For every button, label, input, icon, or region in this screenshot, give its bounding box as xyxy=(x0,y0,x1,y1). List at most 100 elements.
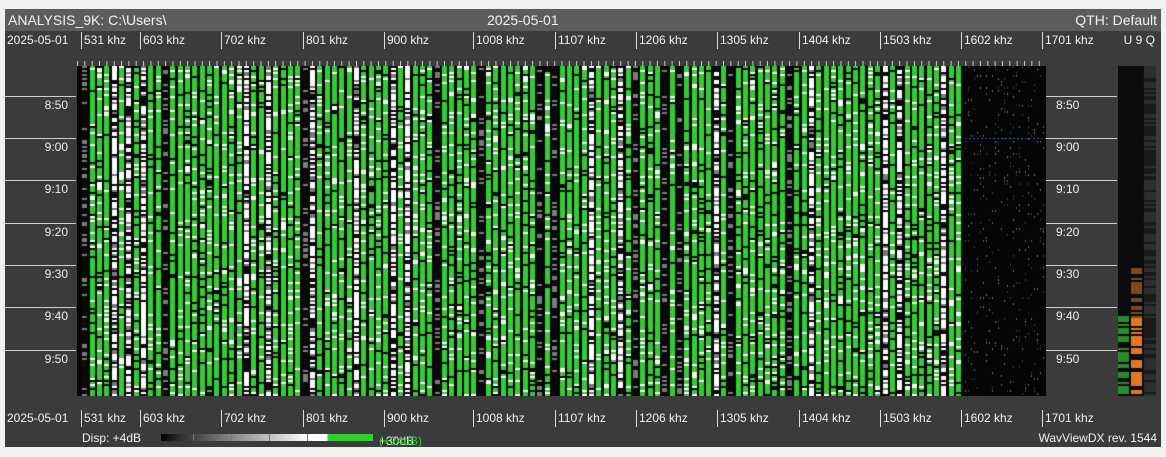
date-title: 2025-05-01 xyxy=(487,12,559,28)
channel-tick xyxy=(165,61,167,67)
time-label-950-right: 9:50 xyxy=(1056,352,1080,366)
freq-label-1602-bottom: 1602 khz xyxy=(964,411,1013,425)
freq-label-1602: 1602 khz xyxy=(964,33,1013,47)
channel-tick xyxy=(488,61,490,67)
channel-tick xyxy=(671,61,673,67)
channel-tick xyxy=(282,61,284,67)
channel-tick xyxy=(789,61,791,67)
time-label-910: 9:10 xyxy=(44,182,68,196)
channel-tick xyxy=(803,61,805,67)
time-label-850-right: 8:50 xyxy=(1056,98,1080,112)
channel-tick xyxy=(1009,61,1011,67)
time-label-910-right: 9:10 xyxy=(1056,182,1080,196)
time-axis-left: 8:50 9:00 9:10 9:20 9:30 9:40 9:50 xyxy=(5,66,76,396)
channel-tick xyxy=(436,61,438,67)
channel-tick xyxy=(620,61,622,67)
channel-tick xyxy=(693,61,695,67)
color-scale-bar[interactable] xyxy=(161,434,373,441)
freq-label-1404: 1404 khz xyxy=(802,33,851,47)
channel-tick xyxy=(172,61,174,67)
signal-meter xyxy=(1118,66,1156,396)
channel-tick xyxy=(554,61,556,67)
channel-tick xyxy=(576,61,578,67)
channel-tick xyxy=(429,61,431,67)
channel-tick xyxy=(451,61,453,67)
channel-tick xyxy=(906,61,908,67)
freq-label-1404-bottom: 1404 khz xyxy=(802,411,851,425)
channel-tick xyxy=(686,61,688,67)
channel-tick xyxy=(642,61,644,67)
channel-tick xyxy=(987,61,989,67)
channel-tick xyxy=(539,61,541,67)
channel-tick xyxy=(869,61,871,67)
channel-tick xyxy=(209,61,211,67)
frequency-axis-top: 2025-05-01 531 khz 603 khz 702 khz 801 k… xyxy=(5,32,1161,49)
freq-label-1107: 1107 khz xyxy=(558,33,606,47)
channel-ticks xyxy=(77,61,1040,67)
channel-tick xyxy=(723,61,724,67)
channel-tick xyxy=(495,61,497,67)
channel-tick xyxy=(877,61,879,67)
channel-tick xyxy=(253,61,255,67)
channel-tick xyxy=(1002,61,1003,67)
channel-tick xyxy=(752,61,754,67)
freq-label-1701-bottom: 1701 khz xyxy=(1045,411,1094,425)
range-green: (+24dB) xyxy=(379,434,423,448)
wavview-window: ANALYSIS_9K: C:\Users\ 2025-05-01 QTH: D… xyxy=(5,9,1161,448)
channel-tick xyxy=(385,61,387,67)
channel-tick xyxy=(128,61,130,67)
spectrogram-waterfall[interactable] xyxy=(77,66,1046,396)
freq-label-1008-bottom: 1008 khz xyxy=(476,411,525,425)
channel-tick xyxy=(275,61,277,67)
channel-tick xyxy=(825,61,827,67)
channel-tick xyxy=(656,61,658,67)
freq-label-1701: 1701 khz xyxy=(1045,33,1094,47)
channel-tick xyxy=(113,61,115,67)
channel-tick xyxy=(979,61,981,67)
channel-tick xyxy=(1016,61,1018,67)
channel-tick xyxy=(245,61,247,67)
freq-label-531: 531 khz xyxy=(84,33,127,47)
channel-tick xyxy=(444,61,445,67)
channel-tick xyxy=(223,61,225,67)
channel-tick xyxy=(143,61,145,67)
channel-tick xyxy=(950,61,952,67)
channel-tick xyxy=(957,61,959,67)
freq-label-801: 801 khz xyxy=(306,33,349,47)
channel-tick xyxy=(150,61,152,67)
channel-tick xyxy=(341,61,343,67)
channel-tick xyxy=(333,61,335,67)
channel-tick xyxy=(737,61,739,67)
channel-tick xyxy=(568,61,570,67)
channel-tick xyxy=(304,61,306,67)
time-label-950: 9:50 xyxy=(44,352,68,366)
time-label-850: 8:50 xyxy=(44,98,68,112)
freq-label-702: 702 khz xyxy=(224,33,267,47)
channel-tick xyxy=(370,61,372,67)
channel-tick xyxy=(480,61,482,67)
qth-label: QTH: Default xyxy=(1075,12,1157,28)
channel-tick xyxy=(1031,61,1033,67)
time-label-900: 9:00 xyxy=(44,140,68,154)
channel-tick xyxy=(774,61,776,67)
channel-tick xyxy=(473,61,475,67)
channel-tick xyxy=(701,61,702,67)
freq-label-531-bottom: 531 khz xyxy=(84,411,127,425)
channel-tick xyxy=(767,61,768,67)
channel-tick xyxy=(598,61,600,67)
freq-label-1107-bottom: 1107 khz xyxy=(558,411,606,425)
channel-tick xyxy=(510,61,512,67)
channel-tick xyxy=(238,61,240,67)
channel-tick xyxy=(532,61,534,67)
channel-tick xyxy=(356,61,357,67)
channel-tick xyxy=(994,61,996,67)
channel-tick xyxy=(524,61,526,67)
channel-tick xyxy=(297,61,299,67)
channel-tick xyxy=(99,61,100,67)
channel-tick xyxy=(194,61,196,67)
analysis-path-label: ANALYSIS_9K: C:\Users\ xyxy=(8,12,167,28)
channel-tick xyxy=(708,61,710,67)
channel-tick xyxy=(1024,61,1025,67)
channel-tick xyxy=(715,61,717,67)
freq-label-1008: 1008 khz xyxy=(476,33,525,47)
